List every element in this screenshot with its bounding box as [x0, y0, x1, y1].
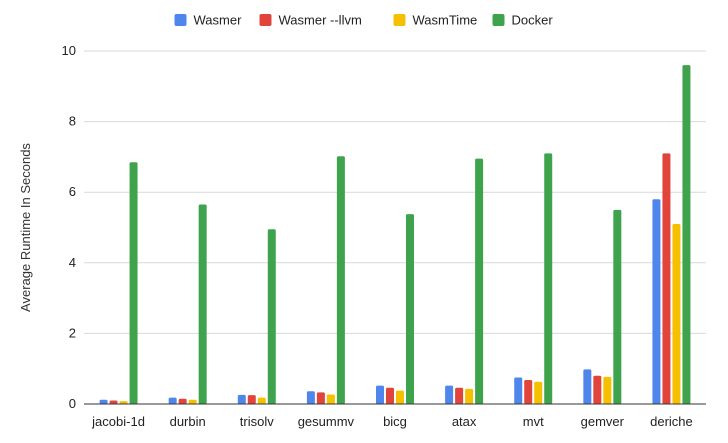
x-category-label: deriche — [650, 414, 693, 429]
bar-wasmer-deriche — [652, 199, 661, 404]
x-category-label: durbin — [170, 414, 206, 429]
bar-wasmer-mvt — [514, 377, 523, 404]
y-tick-label: 0 — [69, 396, 76, 411]
bar-docker-atax — [475, 158, 484, 404]
bar-docker-gemver — [613, 209, 622, 404]
bar-wasmer-llvm-bicg — [386, 387, 394, 404]
legend-swatch — [174, 14, 187, 26]
bar-wasmtime-gemver — [603, 376, 612, 404]
bar-wasmtime-gesummv — [326, 394, 335, 404]
y-axis-ticks: 0 2 4 6 8 10 — [62, 43, 76, 411]
y-tick-label: 2 — [69, 325, 76, 340]
bar-docker-deriche — [682, 65, 691, 405]
bar-docker-bicg — [406, 214, 414, 404]
legend-label: Wasmer — [194, 13, 243, 28]
gridlines — [84, 50, 706, 334]
legend-swatch — [259, 14, 272, 26]
legend-label: Docker — [512, 13, 554, 28]
bar-wasmer-llvm-gesummv — [316, 392, 325, 404]
bar-wasmer-trisolv — [237, 394, 246, 404]
bar-wasmtime-bicg — [396, 390, 404, 404]
x-category-label: jacobi-1d — [91, 414, 145, 429]
x-category-label: trisolv — [240, 414, 274, 429]
bar-wasmtime-jacobi-1d — [119, 401, 128, 404]
bar-wasmtime-deriche — [672, 223, 681, 404]
bar-wasmer-llvm-deriche — [662, 153, 671, 404]
y-axis-title: Average Runtime In Seconds — [18, 143, 33, 312]
x-category-label: gemver — [581, 414, 625, 429]
bar-docker-durbin — [198, 204, 207, 404]
bar-docker-mvt — [544, 153, 553, 404]
bar-wasmer-jacobi-1d — [99, 399, 108, 404]
bars — [99, 65, 691, 405]
bar-wasmer-llvm-gemver — [593, 375, 602, 404]
x-category-label: mvt — [523, 414, 544, 429]
y-tick-label: 8 — [69, 114, 76, 129]
bar-wasmer-llvm-jacobi-1d — [109, 400, 118, 404]
bar-wasmer-llvm-atax — [455, 387, 464, 404]
legend-swatch — [393, 14, 406, 26]
bar-wasmer-llvm-trisolv — [247, 395, 256, 404]
bar-docker-gesummv — [336, 156, 345, 404]
legend-label: WasmTime — [413, 13, 478, 28]
bar-wasmtime-atax — [465, 388, 474, 404]
bar-docker-jacobi-1d — [129, 162, 138, 404]
legend-label: Wasmer --llvm — [279, 13, 362, 28]
x-category-label: bicg — [383, 414, 407, 429]
legend: Wasmer Wasmer --llvm WasmTime Docker — [174, 13, 554, 28]
bar-wasmer-llvm-durbin — [178, 398, 187, 404]
bar-wasmer-atax — [445, 385, 454, 404]
bar-wasmer-gesummv — [306, 391, 315, 404]
x-category-label: gesummv — [298, 414, 355, 429]
x-category-label: atax — [452, 414, 477, 429]
legend-swatch — [492, 14, 505, 26]
y-tick-label: 4 — [69, 255, 76, 270]
bar-wasmer-durbin — [168, 397, 177, 404]
bar-wasmtime-mvt — [534, 381, 543, 404]
x-axis-labels: jacobi-1d durbin trisolv gesummv bicg atax mvt… — [91, 414, 693, 429]
bar-wasmer-llvm-mvt — [524, 379, 533, 404]
y-tick-label: 6 — [69, 184, 76, 199]
bar-wasmtime-durbin — [188, 399, 197, 404]
bar-wasmtime-trisolv — [257, 397, 266, 404]
bar-docker-trisolv — [267, 229, 276, 404]
y-tick-label: 10 — [62, 43, 76, 58]
bar-wasmer-gemver — [583, 369, 592, 404]
bar-wasmer-bicg — [376, 385, 384, 404]
